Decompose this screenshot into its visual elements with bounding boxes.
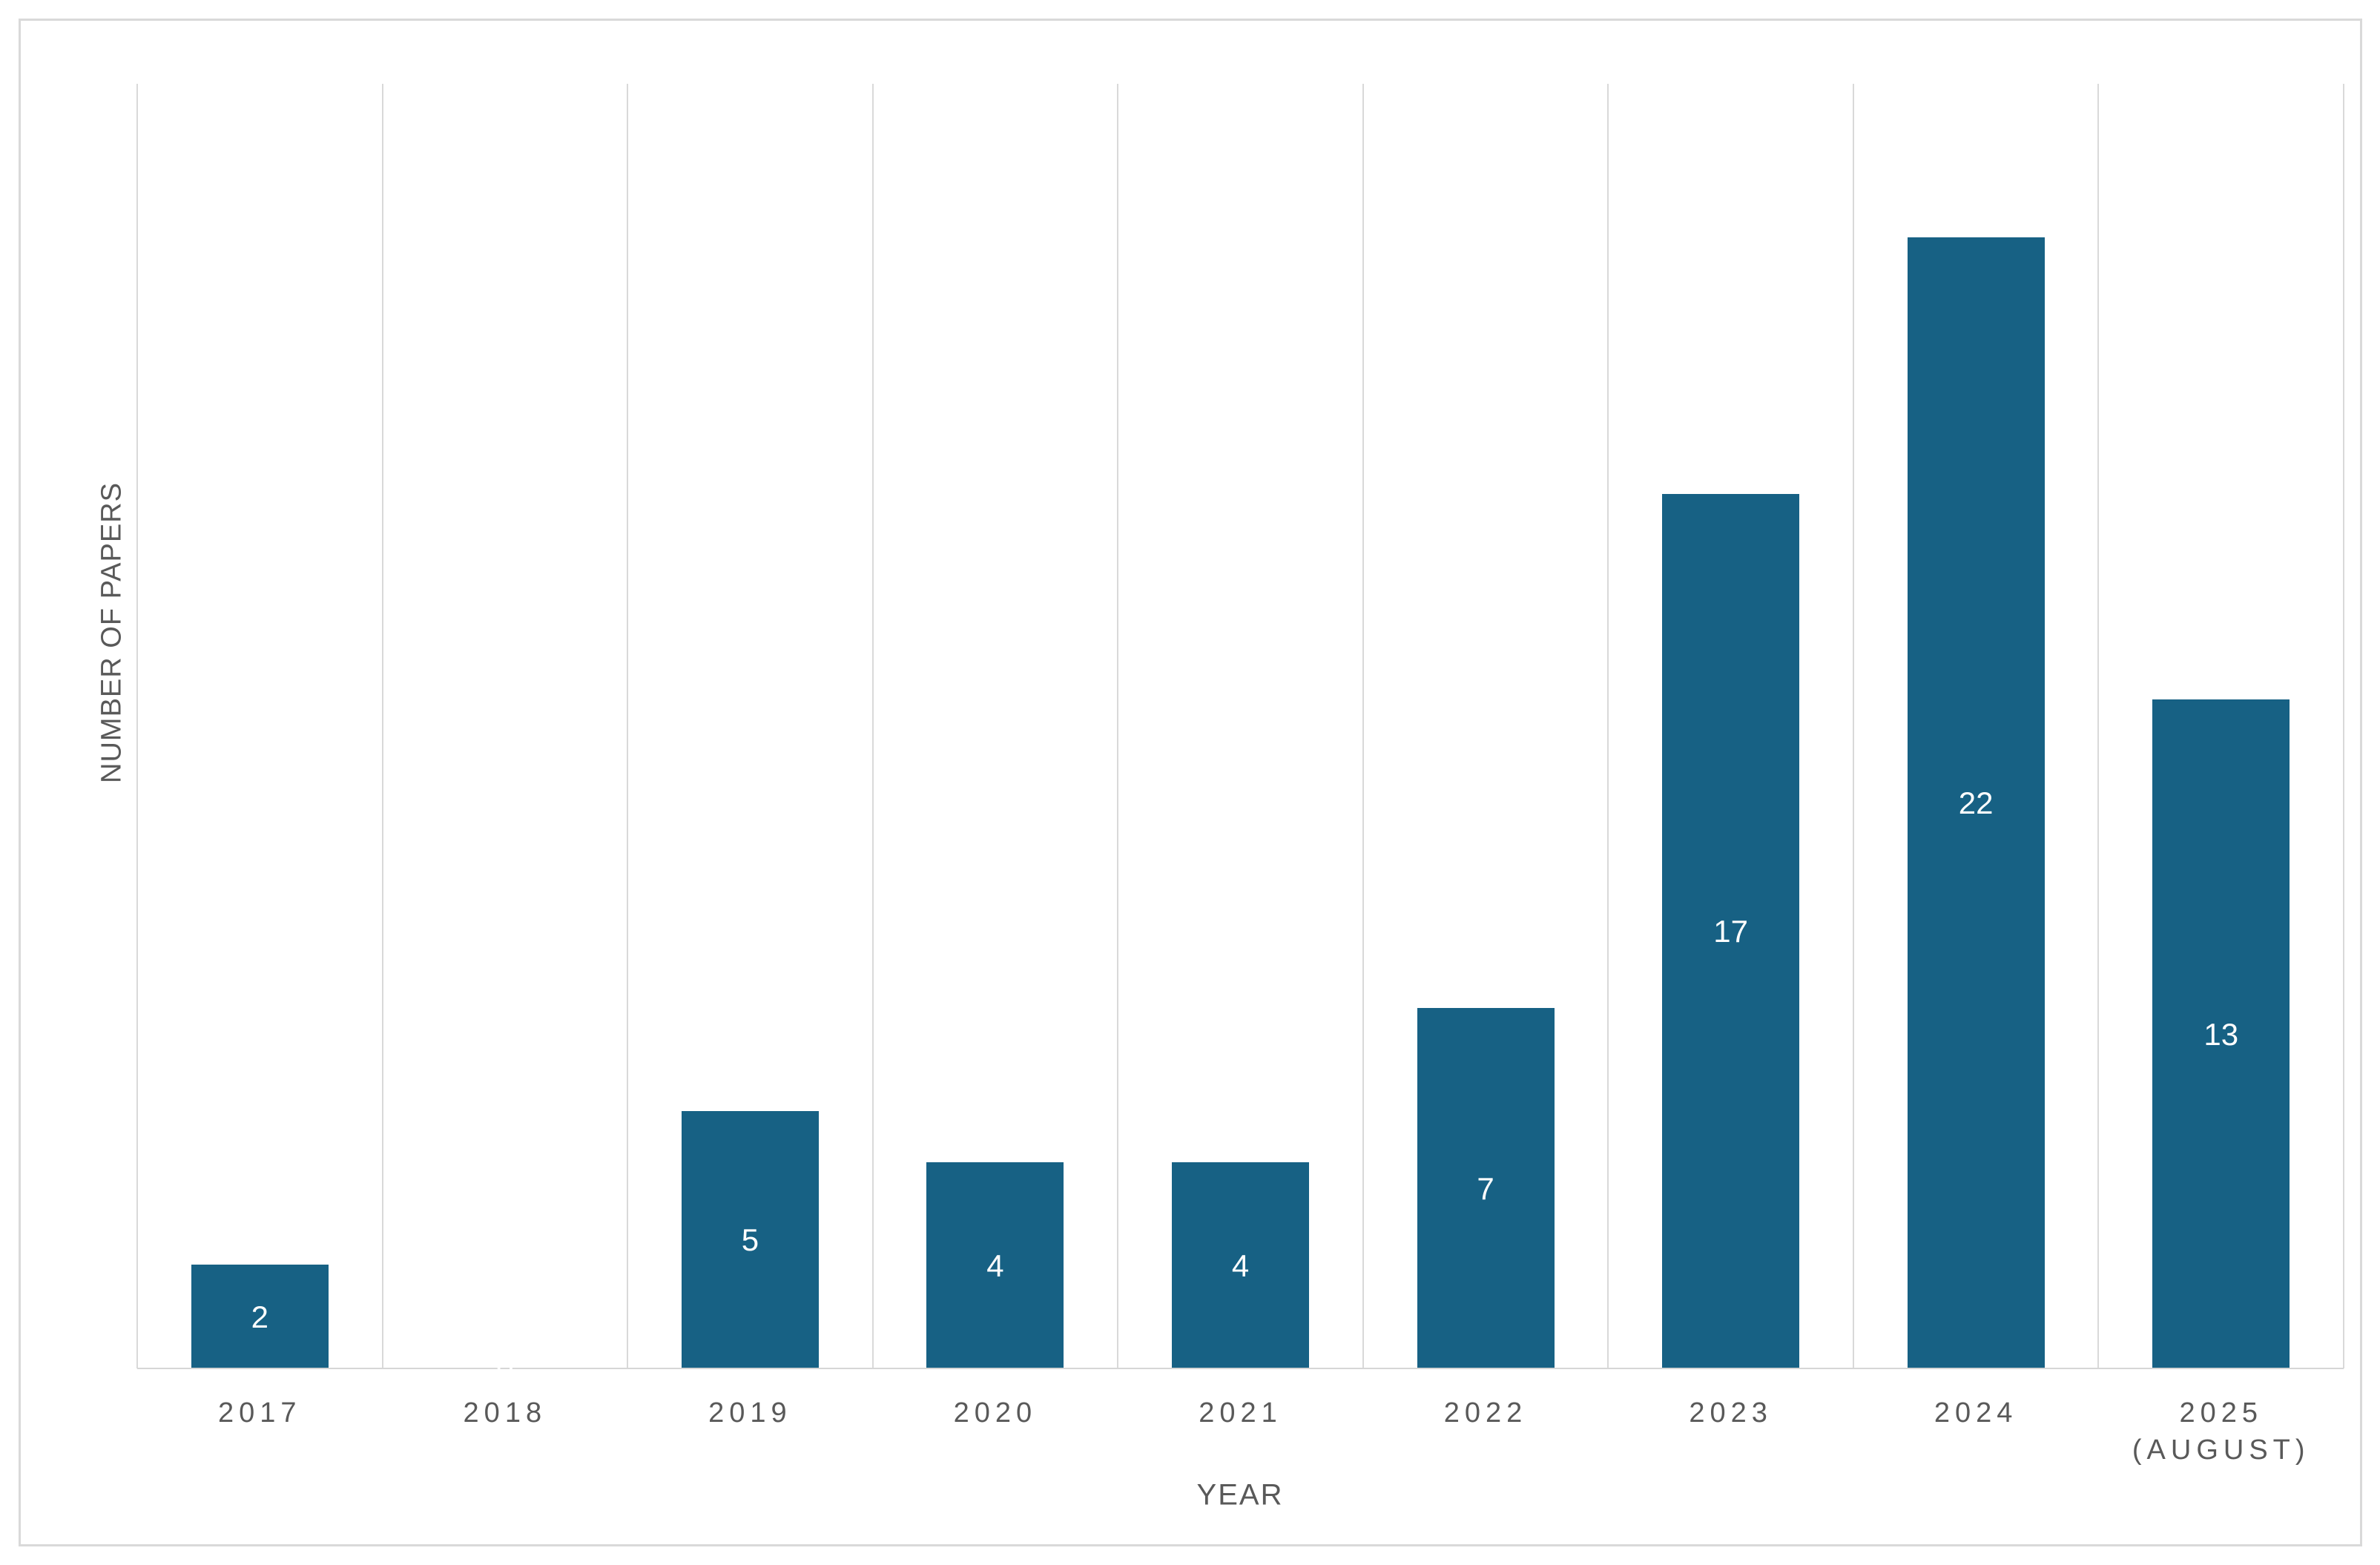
x-tick-label: 2023 bbox=[1689, 1397, 1773, 1429]
x-axis-line bbox=[137, 1368, 2344, 1369]
bar-data-label: 17 bbox=[1713, 914, 1748, 949]
gridline bbox=[1607, 84, 1609, 1368]
bar-data-label: 0 bbox=[496, 1351, 514, 1386]
bar-data-label: 22 bbox=[1958, 785, 1994, 820]
bar-data-label: 5 bbox=[741, 1222, 759, 1257]
bar-data-label: 7 bbox=[1477, 1170, 1494, 1206]
x-tick-label: 2020 bbox=[953, 1397, 1038, 1429]
bar bbox=[1172, 1162, 1309, 1368]
bar bbox=[1417, 1008, 1555, 1368]
gridline bbox=[2343, 84, 2344, 1368]
x-tick-label: 2017 bbox=[218, 1397, 302, 1429]
gridline bbox=[627, 84, 629, 1368]
gridline bbox=[2097, 84, 2100, 1368]
bar-data-label: 2 bbox=[251, 1299, 268, 1334]
bar-data-label: 4 bbox=[986, 1248, 1004, 1283]
x-tick-label: 2022 bbox=[1443, 1397, 1528, 1429]
gridline bbox=[1362, 84, 1364, 1368]
x-tick-label: 2024 bbox=[1934, 1397, 2018, 1429]
x-tick-label: 2025 (AUGUST) bbox=[2132, 1397, 2310, 1466]
bar-data-label: 13 bbox=[2203, 1016, 2239, 1052]
plot-area: 2 0 5 4 4 7 17 22 13 bbox=[136, 84, 2344, 1386]
x-tick-label: 2021 bbox=[1199, 1397, 1282, 1429]
bar bbox=[681, 1111, 819, 1368]
x-tick-label: 2019 bbox=[708, 1397, 792, 1429]
bar-data-label: 4 bbox=[1231, 1248, 1250, 1283]
bar bbox=[191, 1265, 329, 1368]
y-axis-title: NUMBER OF PAPERS bbox=[96, 482, 128, 783]
chart-frame: 2 0 5 4 4 7 17 22 13 2017 2018 2019 2020 2021 2022 202… bbox=[19, 19, 2362, 1546]
bar bbox=[1662, 494, 1800, 1368]
x-axis-title: YEAR bbox=[1196, 1478, 1284, 1512]
bar bbox=[1907, 237, 2045, 1368]
gridline bbox=[1117, 84, 1119, 1368]
bar bbox=[2152, 699, 2290, 1368]
gridline bbox=[381, 84, 383, 1368]
gridline bbox=[136, 84, 138, 1368]
gridline bbox=[871, 84, 874, 1368]
bar bbox=[926, 1162, 1064, 1368]
x-axis-tick-labels: 2017 2018 2019 2020 2021 2022 2023 2024 2025 (AU… bbox=[137, 1394, 2344, 1491]
x-tick-label: 2018 bbox=[463, 1397, 547, 1429]
gridline bbox=[1852, 84, 1854, 1368]
